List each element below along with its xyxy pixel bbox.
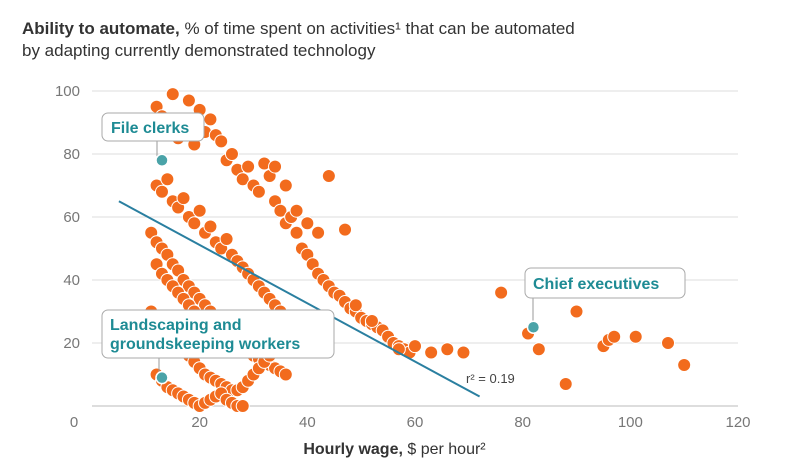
y-axis: 20 40 60 80 100 <box>55 83 80 352</box>
y-tick-label: 20 <box>63 335 80 352</box>
x-tick-label: 60 <box>407 414 424 431</box>
data-point <box>278 367 293 382</box>
x-tick-label: 40 <box>299 414 316 431</box>
data-point <box>160 172 175 187</box>
data-point <box>558 376 573 391</box>
highlight-point <box>526 320 541 334</box>
data-point <box>187 216 202 231</box>
y-tick-label: 40 <box>63 272 80 289</box>
data-point <box>300 216 315 231</box>
x-tick-label: 100 <box>618 414 643 431</box>
y-tick-label: 100 <box>55 83 80 100</box>
data-point <box>424 345 439 360</box>
data-point <box>628 329 643 344</box>
callout-file-clerks: File clerks <box>101 112 205 158</box>
data-point <box>268 159 283 174</box>
title-line2: by adapting currently demonstrated techn… <box>22 41 376 60</box>
x-axis-label-bold: Hourly wage, <box>303 441 403 458</box>
data-point <box>661 336 676 350</box>
data-point <box>251 184 266 199</box>
data-point <box>531 342 546 357</box>
data-point <box>321 169 336 184</box>
data-point <box>235 172 250 187</box>
data-point <box>677 358 692 373</box>
data-point <box>203 219 218 234</box>
callout-landscaping: Landscaping and groundskeeping workers <box>101 309 335 374</box>
highlighted-points <box>155 153 541 385</box>
x-tick-label: 120 <box>725 414 750 431</box>
data-point <box>440 342 455 357</box>
data-point <box>241 159 256 174</box>
r2-label: r² = 0.19 <box>466 371 515 386</box>
data-point <box>311 225 326 240</box>
chart-title: Ability to automate, % of time spent on … <box>22 18 722 62</box>
data-point <box>165 87 180 102</box>
highlight-point <box>155 153 169 168</box>
data-point <box>203 112 218 127</box>
data-point <box>176 191 191 206</box>
data-point <box>192 203 207 218</box>
data-point <box>181 93 196 108</box>
data-point <box>289 225 304 240</box>
x-axis-label: Hourly wage, $ per hour² <box>0 441 789 459</box>
data-point <box>214 134 229 149</box>
landscaping-label-line2: groundskeeping workers <box>110 336 300 353</box>
data-point <box>408 339 422 354</box>
x-axis: 0 20 40 60 80 100 120 <box>70 414 751 431</box>
trend-line <box>118 200 481 398</box>
x-tick-label: 20 <box>191 414 208 431</box>
title-bold: Ability to automate, <box>22 19 180 38</box>
chief-executives-label: Chief executives <box>533 276 659 293</box>
x-tick-label: 0 <box>70 414 78 431</box>
data-point <box>348 298 363 313</box>
data-point <box>364 313 379 328</box>
data-point <box>494 285 509 300</box>
data-point <box>219 232 234 247</box>
x-tick-label: 80 <box>514 414 531 431</box>
title-rest: % of time spent on activities¹ that can … <box>179 19 575 38</box>
data-point <box>273 203 288 218</box>
callout-chief-executives: Chief executives <box>524 267 686 323</box>
data-point <box>278 178 293 193</box>
data-point <box>224 147 239 161</box>
data-point <box>235 399 250 413</box>
highlight-point <box>155 370 169 385</box>
data-point <box>607 329 622 344</box>
data-point <box>456 345 471 360</box>
data-point <box>338 222 353 237</box>
x-axis-label-rest: $ per hour² <box>402 441 486 458</box>
y-tick-label: 60 <box>63 209 80 226</box>
data-point <box>569 304 584 319</box>
landscaping-label-line1: Landscaping and <box>110 317 242 334</box>
data-point <box>289 203 304 218</box>
y-tick-label: 80 <box>63 146 80 163</box>
data-point <box>154 184 169 199</box>
file-clerks-label: File clerks <box>111 120 189 137</box>
